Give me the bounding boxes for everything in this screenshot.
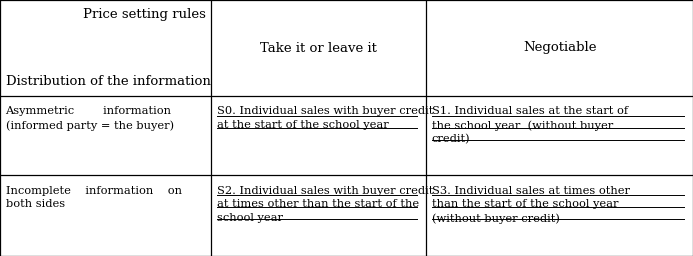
Text: Negotiable: Negotiable bbox=[523, 41, 597, 55]
Text: S2. Individual sales with buyer credit
at times other than the start of the
scho: S2. Individual sales with buyer credit a… bbox=[217, 186, 433, 223]
Text: Price setting rules: Price setting rules bbox=[83, 8, 206, 21]
Text: S1. Individual sales at the start of
the school year  (without buyer
credit): S1. Individual sales at the start of the… bbox=[432, 106, 628, 145]
Text: S3. Individual sales at times other
than the start of the school year
(without b: S3. Individual sales at times other than… bbox=[432, 186, 630, 223]
Text: Take it or leave it: Take it or leave it bbox=[261, 41, 377, 55]
Text: Asymmetric        information
(informed party = the buyer): Asymmetric information (informed party =… bbox=[6, 106, 174, 131]
Text: Distribution of the information: Distribution of the information bbox=[6, 75, 211, 88]
Text: Incomplete    information    on
both sides: Incomplete information on both sides bbox=[6, 186, 182, 209]
Text: S0. Individual sales with buyer credit
at the start of the school year: S0. Individual sales with buyer credit a… bbox=[217, 106, 433, 130]
